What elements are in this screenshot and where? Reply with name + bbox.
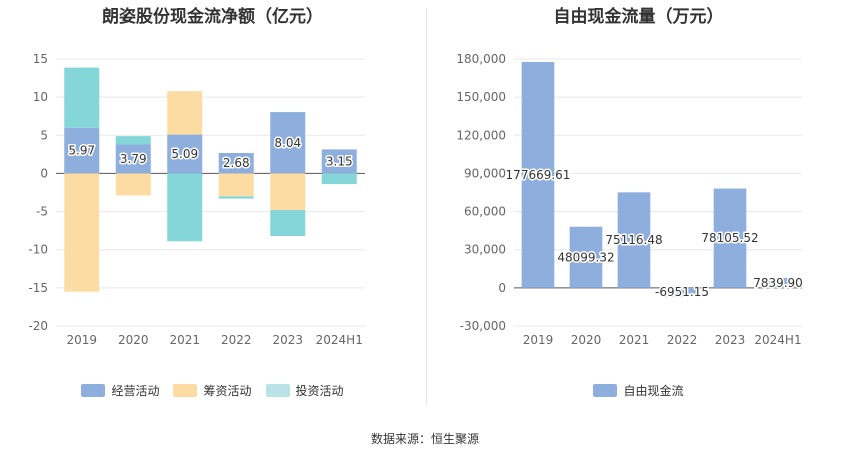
- y-tick-label: 15: [33, 52, 48, 66]
- bar: [521, 61, 555, 288]
- bar-segment: [218, 196, 254, 199]
- right-chart-svg: 180,000 150,000 120,000 90,000 60,000 30,000 0…: [456, 52, 804, 347]
- data-label: 78105.52: [701, 231, 758, 245]
- bar-segment: [115, 136, 151, 145]
- y-tick-label: 30,000: [464, 243, 506, 257]
- x-tick-label: 2021: [169, 333, 200, 347]
- bar: [761, 277, 795, 288]
- y-tick-label: 150,000: [456, 90, 506, 104]
- bar: [713, 188, 747, 288]
- y-tick-label: 120,000: [456, 128, 506, 142]
- x-tick-label: 2021: [619, 333, 650, 347]
- bar-segment: [64, 173, 100, 292]
- bar-segment: [64, 67, 100, 128]
- data-label: 8.04: [274, 136, 301, 150]
- bar-segment: [218, 173, 254, 197]
- legend-label-fcf: 自由现金流: [623, 384, 684, 398]
- y-tick-label: 5: [40, 128, 48, 142]
- y-tick-label: -15: [28, 281, 48, 295]
- bar-segment: [115, 144, 151, 174]
- x-tick-label: 2024H1: [754, 333, 801, 347]
- data-label: 2.68: [223, 156, 250, 170]
- bar: [617, 192, 651, 288]
- y-tick-label: -20: [28, 319, 48, 333]
- bar-segment: [321, 149, 357, 174]
- legend-swatch-financing: [173, 384, 198, 397]
- y-tick-label: 60,000: [464, 205, 506, 219]
- x-tick-label: 2019: [66, 333, 97, 347]
- x-tick-label: 2019: [523, 333, 554, 347]
- y-tick-label: -10: [28, 243, 48, 257]
- legend-item-fcf[interactable]: 自由现金流: [593, 382, 684, 399]
- bar-segment: [270, 210, 306, 236]
- y-tick-label: 90,000: [464, 166, 506, 180]
- bar-segment: [167, 173, 203, 242]
- data-label: 5.97: [68, 144, 95, 158]
- legend-item-investing[interactable]: 投资活动: [265, 382, 344, 399]
- bar-segment: [218, 152, 254, 174]
- x-tick-label: 2023: [272, 333, 303, 347]
- bar: [665, 287, 699, 297]
- y-tick-label: 180,000: [456, 52, 506, 66]
- left-chart-svg: 15 10 5 0 -5 -10 -15 -20 2019 5.97 2020 3.79 2021 5.0…: [28, 52, 365, 347]
- x-tick-label: 2020: [118, 333, 149, 347]
- left-chart-panel: 朗姿股份现金流净额（亿元） 15 10 5 0 -5 -10 -15 -20 2019 5.97 2…: [0, 0, 425, 420]
- legend-swatch-investing: [265, 384, 290, 397]
- data-label: 75116.48: [605, 233, 662, 247]
- right-chart-legend: 自由现金流: [427, 382, 850, 399]
- x-tick-label: 2024H1: [316, 333, 363, 347]
- data-label: -6951.15: [655, 285, 709, 299]
- data-label: 48099.32: [557, 250, 614, 264]
- panel-divider: [426, 8, 427, 406]
- x-tick-label: 2022: [221, 333, 252, 347]
- legend-item-financing[interactable]: 筹资活动: [173, 382, 252, 399]
- data-label: 7839.90: [753, 276, 803, 290]
- bar-segment: [321, 173, 357, 185]
- y-tick-label: 10: [33, 90, 48, 104]
- right-chart-panel: 自由现金流量（万元） 180,000 150,000 120,000 90,000 60…: [427, 0, 850, 420]
- bar-segment: [270, 173, 306, 211]
- y-tick-label: -5: [36, 205, 48, 219]
- right-chart-title: 自由现金流量（万元）: [553, 7, 724, 27]
- legend-label-investing: 投资活动: [295, 384, 344, 398]
- x-tick-label: 2020: [571, 333, 602, 347]
- x-tick-label: 2023: [715, 333, 746, 347]
- legend-label-operating: 经营活动: [111, 384, 160, 398]
- data-source-note: 数据来源：恒生聚源: [370, 432, 479, 446]
- data-label: 177669.61: [506, 168, 571, 182]
- data-label: 3.15: [326, 154, 353, 168]
- data-label: 5.09: [171, 147, 198, 161]
- y-tick-label: 0: [40, 166, 48, 180]
- bar: [569, 226, 603, 288]
- legend-swatch-fcf: [593, 384, 618, 397]
- bar-segment: [167, 134, 203, 174]
- bar-segment: [64, 127, 100, 174]
- data-label: 3.79: [120, 152, 147, 166]
- bar-segment: [270, 112, 306, 174]
- x-tick-label: 2022: [667, 333, 698, 347]
- y-tick-label: -30,000: [460, 319, 506, 333]
- legend-item-operating[interactable]: 经营活动: [81, 382, 159, 399]
- y-tick-label: 0: [498, 281, 506, 295]
- bar-segment: [167, 91, 203, 135]
- legend-label-financing: 筹资活动: [203, 384, 252, 398]
- left-chart-title: 朗姿股份现金流净额（亿元）: [102, 7, 323, 27]
- bar-segment: [115, 173, 151, 196]
- left-chart-legend: 经营活动 筹资活动 投资活动: [0, 382, 425, 399]
- legend-swatch-operating: [81, 384, 106, 397]
